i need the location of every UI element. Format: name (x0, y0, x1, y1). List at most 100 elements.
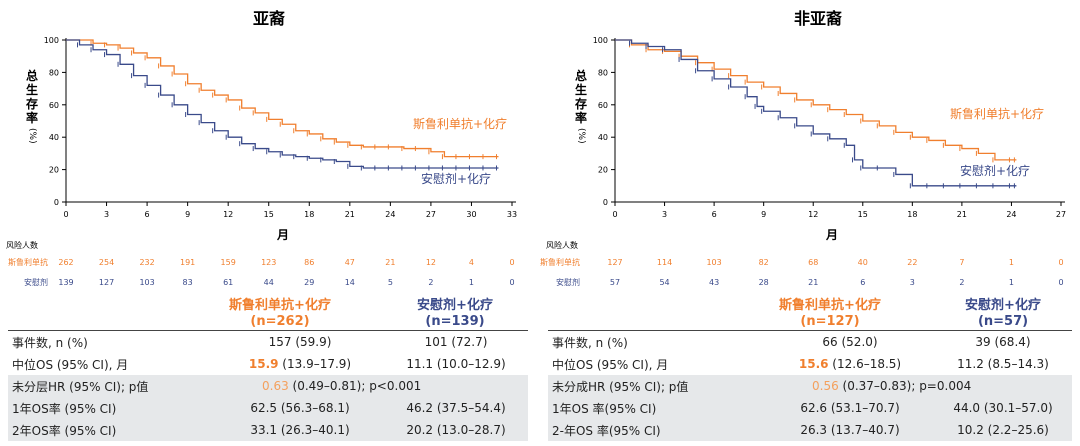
x-tick-label: 18 (304, 210, 314, 219)
hr-ci: (0.49–0.81); p<0.001 (288, 379, 422, 393)
risk-arm1-label: 斯鲁利单抗 (8, 257, 48, 267)
x-axis-label: 月 (276, 228, 289, 242)
table-cell: 未分成HR (95% CI); p值 (548, 375, 766, 397)
table-row: 未分层HR (95% CI); p值 0.63 (0.49–0.81); p<0… (8, 375, 528, 397)
risk-arm1-count: 127 (607, 258, 622, 267)
median-os-highlight: 15.6 (798, 357, 829, 371)
risk-arm2-count: 2 (428, 278, 433, 287)
table-cell: 46.2 (37.5–54.4) (384, 397, 528, 419)
table-row: 1年OS 率(95% CI) 62.6 (53.1–70.7) 44.0 (30… (548, 397, 1072, 419)
arm2-header-asian: 安慰剂+化疗 (n=139) (400, 298, 510, 330)
arm1-header-label: 斯鲁利单抗+化疗 (779, 298, 881, 313)
risk-arm2-count: 2 (959, 278, 964, 287)
table-row: 未分成HR (95% CI); p值 0.56 (0.37–0.83); p=0… (548, 375, 1072, 397)
y-axis-unit: (%) (576, 128, 586, 144)
arm1-header-n: (n=127) (800, 314, 860, 329)
arm1-header-n: (n=262) (250, 314, 310, 329)
table-cell: 33.1 (26.3–40.1) (216, 419, 384, 441)
risk-table-title: 风险人数 (6, 240, 38, 250)
table-cell: 2-年OS 率(95% CI) (548, 419, 766, 441)
arm1-header-non-asian: 斯鲁利单抗+化疗 (n=127) (770, 298, 890, 330)
risk-arm1-count: 68 (808, 258, 818, 267)
risk-arm1-count: 40 (858, 258, 868, 267)
risk-arm2-count: 0 (509, 278, 514, 287)
table-cell: 101 (72.7) (384, 330, 528, 353)
risk-arm1-count: 1 (1009, 258, 1014, 267)
table-cell: 1年OS率 (95% CI) (8, 397, 216, 419)
table-cell: 未分层HR (95% CI); p值 (8, 375, 216, 397)
os-table-asian: 事件数, n (%) 157 (59.9) 101 (72.7) 中位OS (9… (8, 330, 528, 441)
risk-arm2-count: 3 (910, 278, 915, 287)
table-row: 2-年OS 率(95% CI) 26.3 (13.7–40.7) 10.2 (2… (548, 419, 1072, 441)
arm1-header-label: 斯鲁利单抗+化疗 (229, 298, 331, 313)
table-cell: 2年OS率 (95% CI) (8, 419, 216, 441)
risk-arm1-count: 82 (759, 258, 769, 267)
risk-arm2-count: 43 (709, 278, 719, 287)
x-tick-label: 24 (1006, 210, 1016, 219)
y-tick-label: 0 (603, 198, 608, 207)
table-cell: 1年OS 率(95% CI) (548, 397, 766, 419)
risk-arm1-count: 0 (509, 258, 514, 267)
x-tick-label: 3 (662, 210, 667, 219)
x-tick-label: 9 (185, 210, 190, 219)
x-tick-label: 0 (63, 210, 68, 219)
hr-ci: (0.37–0.83); p=0.004 (838, 379, 972, 393)
y-tick-label: 0 (54, 198, 59, 207)
x-tick-label: 12 (808, 210, 818, 219)
y-tick-label: 80 (49, 68, 59, 77)
y-axis-label: 总生存率 (25, 68, 38, 125)
table-cell: 15.9 (13.9–17.9) (216, 353, 384, 375)
panel-asian: 亚裔 0 20 40 60 80 100 0 3 6 9 12 15 18 21 24 27 30 33 总生存率 (%… (6, 9, 528, 441)
table-cell: 157 (59.9) (216, 330, 384, 353)
risk-arm1-count: 232 (139, 258, 154, 267)
risk-arm1-count: 22 (907, 258, 917, 267)
os-table-non-asian: 事件数, n (%) 66 (52.0) 39 (68.4) 中位OS (95%… (548, 330, 1072, 441)
legend-arm2: 安慰剂+化疗 (960, 163, 1030, 178)
x-tick-label: 27 (426, 210, 436, 219)
risk-arm1-count: 0 (1058, 258, 1063, 267)
risk-arm1-count: 21 (385, 258, 395, 267)
risk-arm2-count: 6 (860, 278, 865, 287)
arm2-header-label: 安慰剂+化疗 (965, 298, 1041, 313)
median-os-ci: (13.9–17.9) (278, 357, 352, 371)
risk-arm2-count: 28 (759, 278, 769, 287)
median-os-ci: (12.6–18.5) (828, 357, 902, 371)
risk-arm2-count: 14 (345, 278, 355, 287)
risk-arm2-count: 103 (139, 278, 154, 287)
x-tick-label: 15 (264, 210, 274, 219)
table-cell: 中位OS (95% CI), 月 (12, 357, 129, 372)
table-cell: 62.5 (56.3–68.1) (216, 397, 384, 419)
x-tick-label: 9 (761, 210, 766, 219)
risk-arm1-count: 191 (180, 258, 195, 267)
table-cell: 66 (52.0) (766, 330, 934, 353)
y-tick-label: 60 (598, 101, 608, 110)
legend-arm1: 斯鲁利单抗+化疗 (413, 116, 507, 131)
y-axis-unit: (%) (27, 128, 37, 144)
risk-arm1-count: 7 (959, 258, 964, 267)
chart-title: 亚裔 (253, 9, 285, 28)
hr-highlight: 0.56 (812, 379, 839, 393)
risk-arm1-count: 159 (221, 258, 236, 267)
median-os-highlight: 15.9 (248, 357, 279, 371)
risk-arm1-count: 103 (706, 258, 721, 267)
x-tick-label: 33 (507, 210, 517, 219)
table-cell: 15.6 (12.6–18.5) (766, 353, 934, 375)
y-tick-label: 100 (593, 36, 608, 45)
risk-arm1-count: 114 (657, 258, 672, 267)
risk-arm1-count: 4 (469, 258, 474, 267)
risk-arm2-count: 139 (58, 278, 73, 287)
risk-arm1-count: 47 (345, 258, 355, 267)
legend-arm2: 安慰剂+化疗 (421, 171, 491, 186)
x-tick-label: 6 (145, 210, 150, 219)
y-axis-label: 总生存率 (574, 68, 587, 125)
arm2-header-non-asian: 安慰剂+化疗 (n=57) (948, 298, 1058, 330)
table-row: 事件数, n (%) 157 (59.9) 101 (72.7) (8, 330, 528, 353)
hr-highlight: 0.63 (262, 379, 289, 393)
table-cell: 26.3 (13.7–40.7) (766, 419, 934, 441)
risk-arm2-count: 54 (659, 278, 669, 287)
table-cell: 11.1 (10.0–12.9) (406, 357, 506, 371)
table-cell: 62.6 (53.1–70.7) (766, 397, 934, 419)
risk-arm1-count: 123 (261, 258, 276, 267)
risk-arm1-label: 斯鲁利单抗 (540, 257, 580, 267)
